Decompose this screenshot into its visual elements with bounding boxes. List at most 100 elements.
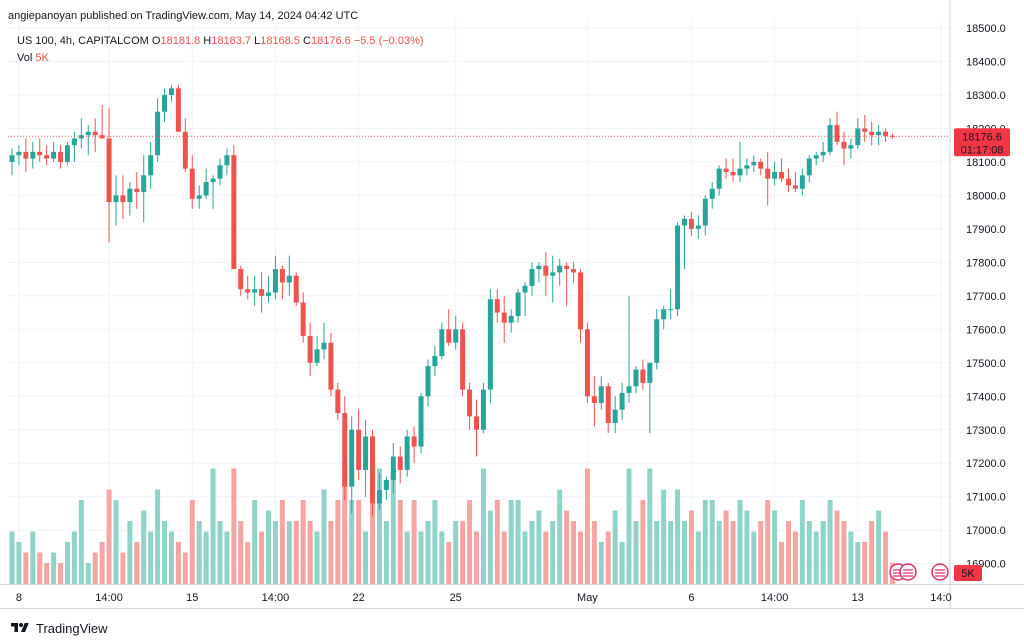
candle-body[interactable] bbox=[702, 198, 708, 226]
candle-body[interactable] bbox=[321, 342, 327, 350]
candle-body[interactable] bbox=[494, 299, 500, 313]
candle-body[interactable] bbox=[487, 299, 493, 390]
candle-body[interactable] bbox=[58, 151, 64, 162]
candle-body[interactable] bbox=[383, 479, 389, 491]
candle-body[interactable] bbox=[370, 436, 376, 504]
candle-body[interactable] bbox=[189, 168, 195, 199]
candle-body[interactable] bbox=[453, 329, 459, 343]
candle-body[interactable] bbox=[536, 265, 542, 270]
candle-body[interactable] bbox=[411, 436, 417, 447]
candle-body[interactable] bbox=[862, 128, 868, 132]
candle-body[interactable] bbox=[85, 131, 91, 136]
candle-body[interactable] bbox=[272, 269, 278, 293]
economic-event-flag-icon[interactable] bbox=[931, 563, 949, 581]
candle-body[interactable] bbox=[349, 429, 355, 487]
candle-body[interactable] bbox=[44, 155, 50, 159]
candle-body[interactable] bbox=[196, 195, 202, 199]
candle-body[interactable] bbox=[335, 389, 341, 414]
candle-body[interactable] bbox=[792, 185, 798, 189]
candle-body[interactable] bbox=[37, 151, 43, 156]
candle-body[interactable] bbox=[397, 456, 403, 470]
candle-body[interactable] bbox=[175, 88, 181, 132]
candle-body[interactable] bbox=[425, 366, 431, 397]
candle-body[interactable] bbox=[633, 369, 639, 387]
candle-body[interactable] bbox=[661, 309, 667, 320]
candle-body[interactable] bbox=[16, 151, 22, 156]
candle-body[interactable] bbox=[238, 269, 244, 290]
candle-body[interactable] bbox=[168, 88, 174, 95]
candle-body[interactable] bbox=[231, 155, 237, 270]
candle-body[interactable] bbox=[855, 128, 861, 146]
candle-body[interactable] bbox=[550, 272, 556, 276]
candle-body[interactable] bbox=[460, 329, 466, 390]
candle-body[interactable] bbox=[23, 151, 29, 159]
candle-body[interactable] bbox=[71, 138, 77, 146]
candle-body[interactable] bbox=[432, 356, 438, 367]
candle-body[interactable] bbox=[446, 329, 452, 343]
candle-body[interactable] bbox=[626, 386, 632, 393]
candle-body[interactable] bbox=[834, 125, 840, 142]
candle-body[interactable] bbox=[813, 155, 819, 159]
candle-body[interactable] bbox=[883, 131, 889, 136]
candle-body[interactable] bbox=[598, 386, 604, 403]
candle-body[interactable] bbox=[654, 319, 660, 363]
candle-body[interactable] bbox=[134, 188, 140, 193]
candle-body[interactable] bbox=[127, 188, 133, 203]
candle-body[interactable] bbox=[799, 175, 805, 189]
candle-body[interactable] bbox=[508, 315, 514, 323]
candle-body[interactable] bbox=[889, 135, 895, 137]
candle-body[interactable] bbox=[51, 151, 57, 159]
candle-body[interactable] bbox=[612, 409, 618, 424]
candle-body[interactable] bbox=[480, 389, 486, 430]
candle-body[interactable] bbox=[286, 275, 292, 283]
candle-body[interactable] bbox=[848, 145, 854, 149]
candle-body[interactable] bbox=[772, 171, 778, 179]
candle-body[interactable] bbox=[647, 362, 653, 383]
candle-body[interactable] bbox=[245, 289, 251, 293]
candle-body[interactable] bbox=[564, 265, 570, 270]
candle-body[interactable] bbox=[709, 188, 715, 199]
candle-body[interactable] bbox=[577, 272, 583, 330]
candle-body[interactable] bbox=[515, 292, 521, 316]
candle-body[interactable] bbox=[779, 171, 785, 179]
candle-body[interactable] bbox=[210, 178, 216, 183]
candle-body[interactable] bbox=[467, 389, 473, 417]
candle-body[interactable] bbox=[78, 135, 84, 139]
candle-body[interactable] bbox=[605, 386, 611, 424]
candle-body[interactable] bbox=[529, 269, 535, 286]
candle-body[interactable] bbox=[293, 275, 299, 303]
candle-body[interactable] bbox=[106, 138, 112, 203]
candle-body[interactable] bbox=[404, 436, 410, 470]
candle-body[interactable] bbox=[113, 195, 119, 203]
candle-body[interactable] bbox=[591, 396, 597, 403]
candle-body[interactable] bbox=[716, 168, 722, 189]
candle-body[interactable] bbox=[619, 392, 625, 410]
candle-body[interactable] bbox=[182, 131, 188, 169]
candle-body[interactable] bbox=[99, 135, 105, 139]
candle-body[interactable] bbox=[841, 141, 847, 149]
candle-body[interactable] bbox=[688, 218, 694, 229]
candle-body[interactable] bbox=[557, 265, 563, 273]
candle-body[interactable] bbox=[279, 269, 285, 283]
candle-body[interactable] bbox=[737, 168, 743, 176]
candle-body[interactable] bbox=[120, 195, 126, 203]
candle-body[interactable] bbox=[827, 125, 833, 152]
candle-body[interactable] bbox=[640, 369, 646, 383]
candle-body[interactable] bbox=[252, 289, 258, 293]
candle-body[interactable] bbox=[155, 111, 161, 156]
candle-body[interactable] bbox=[314, 349, 320, 363]
candle-body[interactable] bbox=[148, 155, 154, 176]
candle-body[interactable] bbox=[785, 178, 791, 186]
candle-body[interactable] bbox=[522, 285, 528, 293]
candle-body[interactable] bbox=[744, 165, 750, 169]
candle-body[interactable] bbox=[876, 131, 882, 136]
candle-body[interactable] bbox=[751, 161, 757, 166]
candle-body[interactable] bbox=[266, 292, 272, 296]
candle-body[interactable] bbox=[92, 131, 98, 136]
candle-body[interactable] bbox=[543, 265, 549, 276]
candle-body[interactable] bbox=[217, 165, 223, 179]
candle-body[interactable] bbox=[758, 161, 764, 169]
candle-body[interactable] bbox=[64, 145, 70, 162]
candle-body[interactable] bbox=[418, 396, 424, 447]
candle-body[interactable] bbox=[356, 429, 362, 470]
